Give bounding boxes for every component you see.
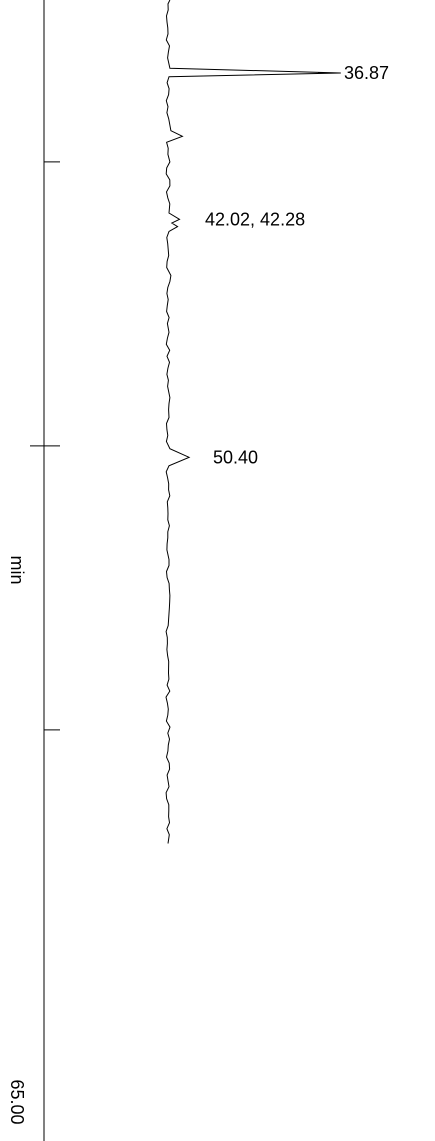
axis-unit-label: min bbox=[7, 555, 27, 584]
axis-end-label: 65.00 bbox=[7, 1079, 27, 1124]
tick-marks bbox=[30, 161, 60, 731]
time-axis: min 65.00 bbox=[7, 0, 60, 1141]
chromatogram-trace bbox=[165, 0, 341, 844]
peak-label-42-02: 42.02, 42.28 bbox=[205, 209, 305, 229]
peak-annotations: 36.87 42.02, 42.28 50.40 bbox=[205, 63, 389, 467]
peak-label-36-87: 36.87 bbox=[344, 63, 389, 83]
peak-label-50-4: 50.40 bbox=[213, 447, 258, 467]
